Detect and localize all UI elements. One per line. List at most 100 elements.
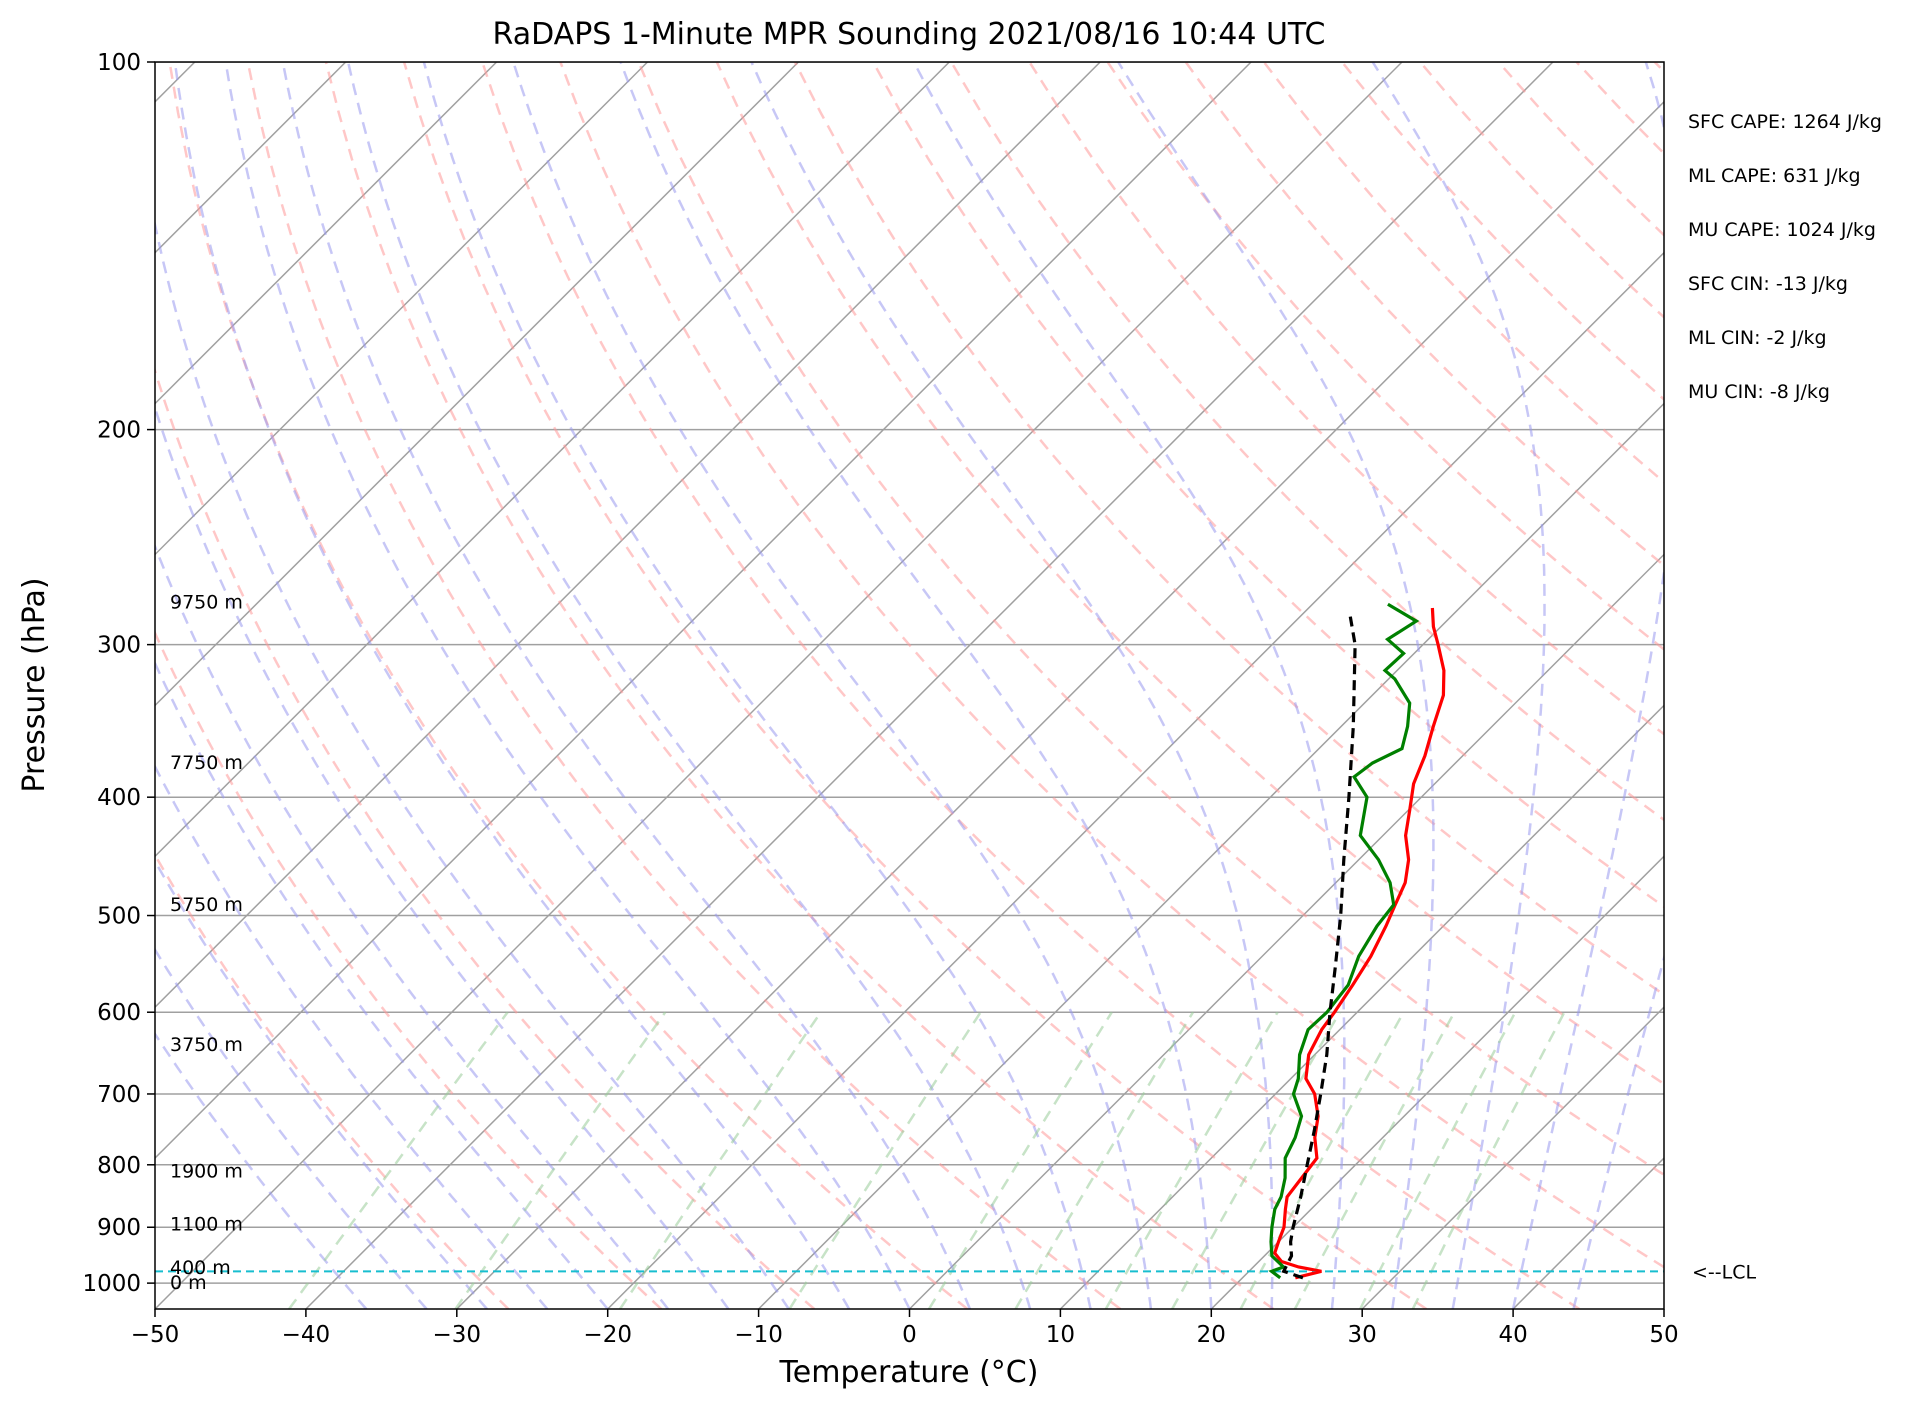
y-tick-label: 600 [97,1000,141,1026]
moist-adiabat-line [155,543,670,1309]
mixing-ratio-line [1104,1011,1279,1309]
moist-adiabat-line [1572,953,1664,1309]
dry-adiabat-line [637,62,1664,1177]
moist-adiabat-line [422,62,1092,1309]
x-tick-label: 0 [902,1322,917,1348]
moist-adiabat-line [155,218,790,1309]
lcl-label: <--LCL [1692,1261,1756,1283]
y-tick-label: 700 [97,1082,141,1108]
isotherm-line [155,62,649,556]
isotherm-line [456,100,1664,1309]
stability-indices: SFC CAPE: 1264 J/kg ML CAPE: 631 J/kg MU C… [1688,111,1882,403]
moist-adiabat-line [155,660,609,1309]
height-label: 1100 m [170,1213,243,1235]
isotherm-line [305,62,1554,1309]
x-tick-label: −10 [734,1322,783,1348]
stability-index-label: ML CIN: -2 J/kg [1688,327,1827,349]
background-lines [155,62,1925,1309]
moist-adiabat-line [173,62,851,1309]
x-tick-label: 30 [1348,1322,1377,1348]
moist-adiabat-line [619,62,1213,1309]
x-axis-ticks: −50 −40 −30 −20 −10 0 10 20 30 40 50 [131,1309,1679,1348]
dry-adiabat-line [1811,62,1925,1309]
dry-adiabat-line [872,62,1664,909]
dry-adiabat-line [246,62,1122,1309]
dry-adiabat-line [1733,62,1925,1309]
dry-adiabat-line [1653,62,1664,74]
moist-adiabat-line [155,403,730,1309]
isotherm-line [607,251,1664,1309]
stability-index-label: ML CAPE: 631 J/kg [1688,165,1861,187]
moist-adiabat-line [1371,62,1546,1309]
mixing-ratio-line [618,1011,822,1309]
moist-adiabat-line [155,763,549,1309]
dewpoint-profile-line [1268,602,1420,1280]
stability-index-label: SFC CIN: -13 J/kg [1688,273,1848,295]
dry-adiabat-line [155,366,816,1309]
height-label: 400 m [170,1257,231,1279]
height-label: 7750 m [170,752,243,774]
chart-title: RaDAPS 1-Minute MPR Sounding 2021/08/16 … [493,17,1326,52]
isotherm-line [155,62,950,858]
mixing-ratio-line [1411,1011,1566,1309]
moist-adiabat-line [1117,62,1435,1309]
dry-adiabat-line [168,62,969,1309]
height-label: 5750 m [170,894,243,916]
y-tick-label: 900 [97,1215,141,1241]
stability-index-label: MU CIN: -8 J/kg [1688,381,1830,403]
y-tick-label: 400 [97,785,141,811]
dry-adiabat-line [155,629,663,1309]
dry-adiabat-line [481,62,1581,1309]
y-tick-label: 1000 [82,1271,141,1297]
height-label: 1900 m [170,1160,243,1182]
mixing-ratio-line [788,1011,982,1309]
isotherm-line [155,62,799,707]
sounding-profiles [1268,602,1446,1280]
mixing-ratio-line [1239,1011,1405,1309]
x-tick-label: −20 [583,1322,632,1348]
x-tick-label: 10 [1046,1322,1075,1348]
mixing-ratio-line [1014,1011,1195,1309]
isotherm-line [155,62,1403,1309]
x-tick-label: −40 [282,1322,331,1348]
x-axis-label: Temperature (°C) [779,1355,1039,1390]
dry-adiabat-line [1028,62,1664,736]
moist-adiabat-line [155,947,428,1309]
mixing-ratio-line [288,1011,509,1309]
y-tick-label: 500 [97,904,141,930]
height-label: 0 m [170,1272,207,1294]
moist-adiabat-lines [155,62,1664,1309]
dry-adiabat-lines [155,62,1925,1309]
y-tick-label: 800 [97,1153,141,1179]
isotherm-line [1361,1006,1664,1309]
dry-adiabat-line [715,62,1664,1086]
moist-adiabat-line [224,62,911,1309]
y-tick-label: 200 [97,418,141,444]
dry-adiabat-line [324,62,1275,1309]
y-tick-label: 100 [97,50,141,76]
moist-adiabat-line [1511,62,1664,1309]
moist-adiabat-line [155,858,488,1309]
dry-adiabat-line [559,62,1664,1269]
y-tick-label: 300 [97,633,141,659]
x-tick-label: 50 [1649,1322,1678,1348]
x-tick-label: 40 [1498,1322,1527,1348]
height-label: 9750 m [170,591,243,613]
height-label: 3750 m [170,1034,243,1056]
mixing-ratio-line [454,1011,667,1309]
x-tick-label: −30 [433,1322,482,1348]
y-axis-ticks: 1000 900 800 700 600 500 400 300 200 100 [82,50,155,1297]
stability-index-label: SFC CAPE: 1264 J/kg [1688,111,1882,133]
mixing-ratio-line [927,1011,1113,1309]
x-tick-label: 20 [1197,1322,1226,1348]
isotherm-line [908,553,1664,1309]
mixing-ratio-line [1359,1011,1517,1309]
plot-background [155,62,1664,1309]
stability-index-label: MU CAPE: 1024 J/kg [1688,219,1876,241]
mixing-ratio-line [1171,1011,1341,1309]
moist-adiabat-line [512,62,1153,1309]
isotherm-line [1663,1307,1664,1309]
dry-adiabat-line [950,62,1664,822]
